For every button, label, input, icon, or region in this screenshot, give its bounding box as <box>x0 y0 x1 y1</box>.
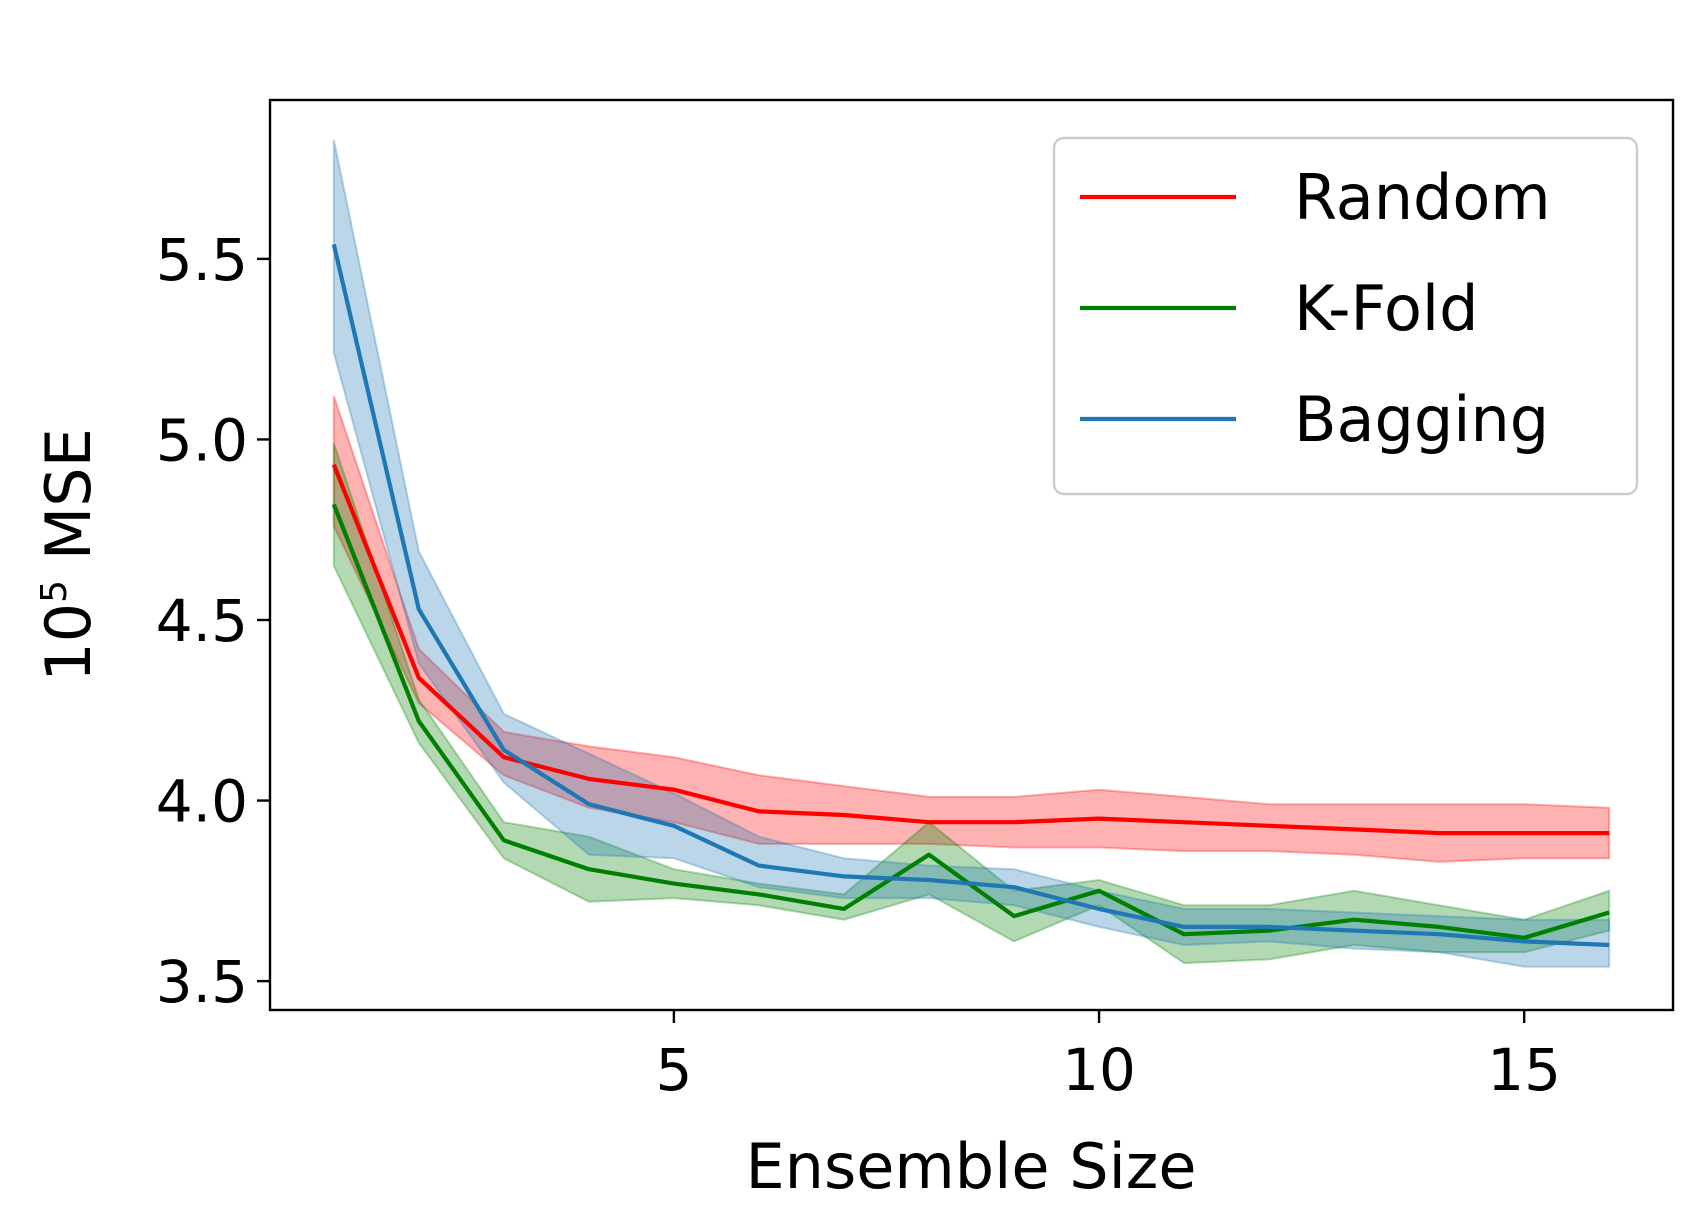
y-tick-label: 5.0 <box>156 406 248 474</box>
y-tick-label: 3.5 <box>156 948 248 1016</box>
y-axis-label-text: MSE <box>32 428 105 580</box>
k-fold-band <box>332 442 1611 965</box>
legend: Random K-Fold Bagging <box>1052 136 1639 496</box>
bagging-band <box>332 139 1611 968</box>
bagging-line <box>331 243 1610 948</box>
x-tick-label: 10 <box>1062 1036 1136 1104</box>
x-tick-label: 15 <box>1487 1036 1561 1104</box>
random-band <box>332 395 1611 863</box>
series-lines <box>331 243 1610 948</box>
confidence-bands <box>332 139 1611 968</box>
y-tick-label: 4.0 <box>156 768 248 836</box>
y-axis-label-base: 10 <box>32 603 105 682</box>
y-axis-label: 105 MSE <box>32 428 105 682</box>
y-axis-ticks: 3.5 4.0 4.5 5.0 5.5 <box>156 226 270 1016</box>
plot-frame <box>268 98 1675 1012</box>
legend-label-random: Random <box>1294 161 1551 234</box>
y-tick-label: 5.5 <box>156 226 248 294</box>
x-tick-label: 5 <box>655 1036 692 1104</box>
legend-label-bagging: Bagging <box>1294 383 1549 456</box>
y-axis-label-exponent: 5 <box>34 580 75 603</box>
random-line <box>331 463 1610 836</box>
legend-entries: Random K-Fold Bagging <box>1080 161 1551 456</box>
legend-label-k-fold: K-Fold <box>1294 272 1479 345</box>
x-axis-ticks: 5 10 15 <box>655 1010 1561 1104</box>
y-tick-label: 4.5 <box>156 587 248 655</box>
x-axis-label: Ensemble Size <box>745 1130 1196 1203</box>
legend-box <box>1052 136 1639 496</box>
